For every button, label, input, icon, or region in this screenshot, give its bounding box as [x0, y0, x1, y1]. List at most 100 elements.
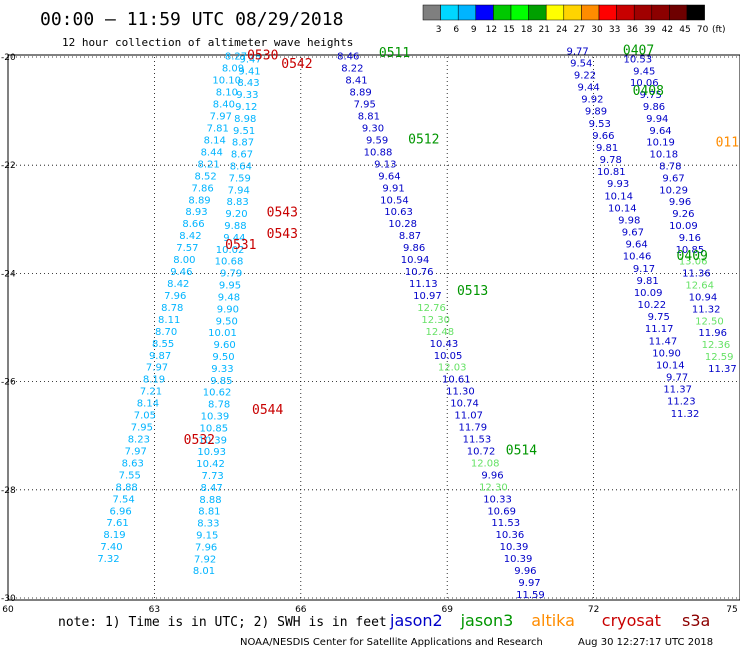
- swh-value: 6.96: [109, 506, 131, 517]
- swh-value: 9.75: [640, 90, 662, 101]
- swh-value: 9.64: [625, 240, 647, 251]
- swh-value: 9.45: [633, 66, 655, 77]
- swh-value: 9.41: [238, 66, 260, 77]
- map-title: 00:00 – 11:59 UTC 08/29/2018: [40, 9, 343, 30]
- latitude-tick-label: -26: [1, 378, 16, 388]
- swh-value: 8.55: [152, 339, 174, 350]
- colorbar-tick-label: 15: [503, 25, 514, 35]
- map-subtitle: 12 hour collection of altimeter wave hei…: [62, 36, 353, 49]
- swh-value: 9.96: [514, 566, 536, 577]
- colorbar-swatch: [440, 4, 459, 21]
- swh-value: 8.44: [201, 147, 223, 158]
- swh-value: 9.13: [374, 159, 396, 170]
- swh-value: 11.23: [667, 397, 696, 408]
- swh-value: 10.14: [608, 203, 637, 214]
- swh-value: 8.21: [198, 159, 220, 170]
- swh-value: 8.98: [234, 114, 256, 125]
- swh-value: 9.91: [382, 183, 404, 194]
- swh-value: 10.72: [467, 446, 496, 457]
- swh-value: 8.81: [358, 112, 380, 123]
- swh-value: 9.67: [622, 228, 644, 239]
- colorbar-swatch: [686, 4, 705, 21]
- swh-value: 11.37: [708, 364, 737, 375]
- swh-value: 9.98: [618, 215, 640, 226]
- swh-value: 12.64: [685, 281, 714, 292]
- colorbar-swatch: [581, 4, 600, 21]
- swh-value: 10.88: [364, 147, 393, 158]
- swh-value: 10.74: [450, 399, 479, 410]
- swh-value: 10.18: [650, 150, 679, 161]
- swh-value: 8.19: [143, 375, 165, 386]
- swh-value: 9.20: [225, 209, 247, 220]
- swh-value: 10.33: [483, 494, 512, 505]
- swh-value: 8.23: [128, 434, 150, 445]
- colorbar-tick-label: 45: [679, 25, 690, 35]
- swh-value: 10.39: [504, 554, 533, 565]
- swh-value: 7.97: [125, 446, 147, 457]
- graticule: [8, 56, 740, 600]
- swh-value: 10.36: [496, 530, 525, 541]
- swh-value: 9.94: [646, 114, 668, 125]
- swh-value: 8.89: [349, 88, 371, 99]
- swh-value: 12.08: [471, 458, 500, 469]
- swh-value: 8.52: [194, 171, 216, 182]
- swh-value: 11.47: [649, 336, 678, 347]
- swh-value: 9.51: [233, 126, 255, 137]
- swh-value: 8.42: [179, 231, 201, 242]
- swh-value: 10.81: [597, 167, 626, 178]
- swh-value: 8.47: [200, 483, 222, 494]
- plot-frame: [7, 54, 740, 601]
- longitude-tick-label: 63: [149, 605, 160, 615]
- swh-value: 10.39: [198, 435, 227, 446]
- legend-entry: jason2: [389, 611, 443, 630]
- swh-value: 9.64: [649, 126, 671, 137]
- swh-value: 12.50: [695, 316, 724, 327]
- swh-value: 9.79: [220, 269, 242, 280]
- swh-value: 8.89: [188, 195, 210, 206]
- swh-value: 7.95: [354, 100, 376, 111]
- swh-value: 8.64: [230, 162, 252, 173]
- swh-value: 9.96: [481, 470, 503, 481]
- swh-value: 8.87: [399, 231, 421, 242]
- swh-value: 9.47: [239, 54, 261, 65]
- swh-value: 8.67: [231, 150, 253, 161]
- swh-value: 7.05: [134, 411, 156, 422]
- colorbar-unit: (ft): [712, 25, 726, 35]
- swh-value: 9.88: [224, 221, 246, 232]
- swh-value: 7.54: [113, 494, 135, 505]
- swh-value: 10.39: [500, 542, 529, 553]
- swh-value: 10.93: [197, 447, 226, 458]
- swh-value: 11.07: [454, 411, 483, 422]
- swh-value: 7.81: [207, 123, 229, 134]
- swh-value: 9.86: [643, 102, 665, 113]
- swh-value: 10.09: [634, 288, 663, 299]
- swh-value: 9.67: [662, 173, 684, 184]
- swh-value: 9.66: [592, 131, 614, 142]
- colorbar-swatch: [457, 4, 477, 21]
- swh-value: 8.00: [173, 255, 195, 266]
- colorbar-tick-label: 70: [697, 25, 709, 35]
- track-label: 0530: [247, 49, 278, 64]
- longitude-tick-label: 75: [726, 605, 737, 615]
- colorbar-swatch: [528, 4, 547, 21]
- track-label: 0532: [184, 433, 215, 448]
- swh-value: 8.33: [197, 519, 219, 530]
- swh-value: 7.86: [191, 183, 213, 194]
- colorbar-swatch: [545, 4, 565, 21]
- swh-value: 12.30: [479, 482, 508, 493]
- swh-value: 10.46: [623, 252, 652, 263]
- colorbar-swatch: [563, 4, 582, 21]
- longitude-tick-label: 66: [295, 605, 307, 615]
- swh-value: 9.87: [149, 351, 171, 362]
- swh-value: 8.78: [208, 400, 230, 411]
- swh-value: 9.75: [648, 312, 670, 323]
- swh-value: 8.78: [659, 162, 681, 173]
- swh-value: 9.48: [218, 292, 240, 303]
- swh-value: 12.59: [705, 352, 734, 363]
- colorbar-tick-label: 24: [556, 25, 568, 35]
- track-label: 0511: [379, 46, 410, 61]
- swh-value: 8.70: [155, 327, 177, 338]
- latitude-tick-label: -20: [1, 53, 16, 63]
- swh-value: 8.10: [216, 88, 238, 99]
- colorbar-swatch: [422, 4, 441, 21]
